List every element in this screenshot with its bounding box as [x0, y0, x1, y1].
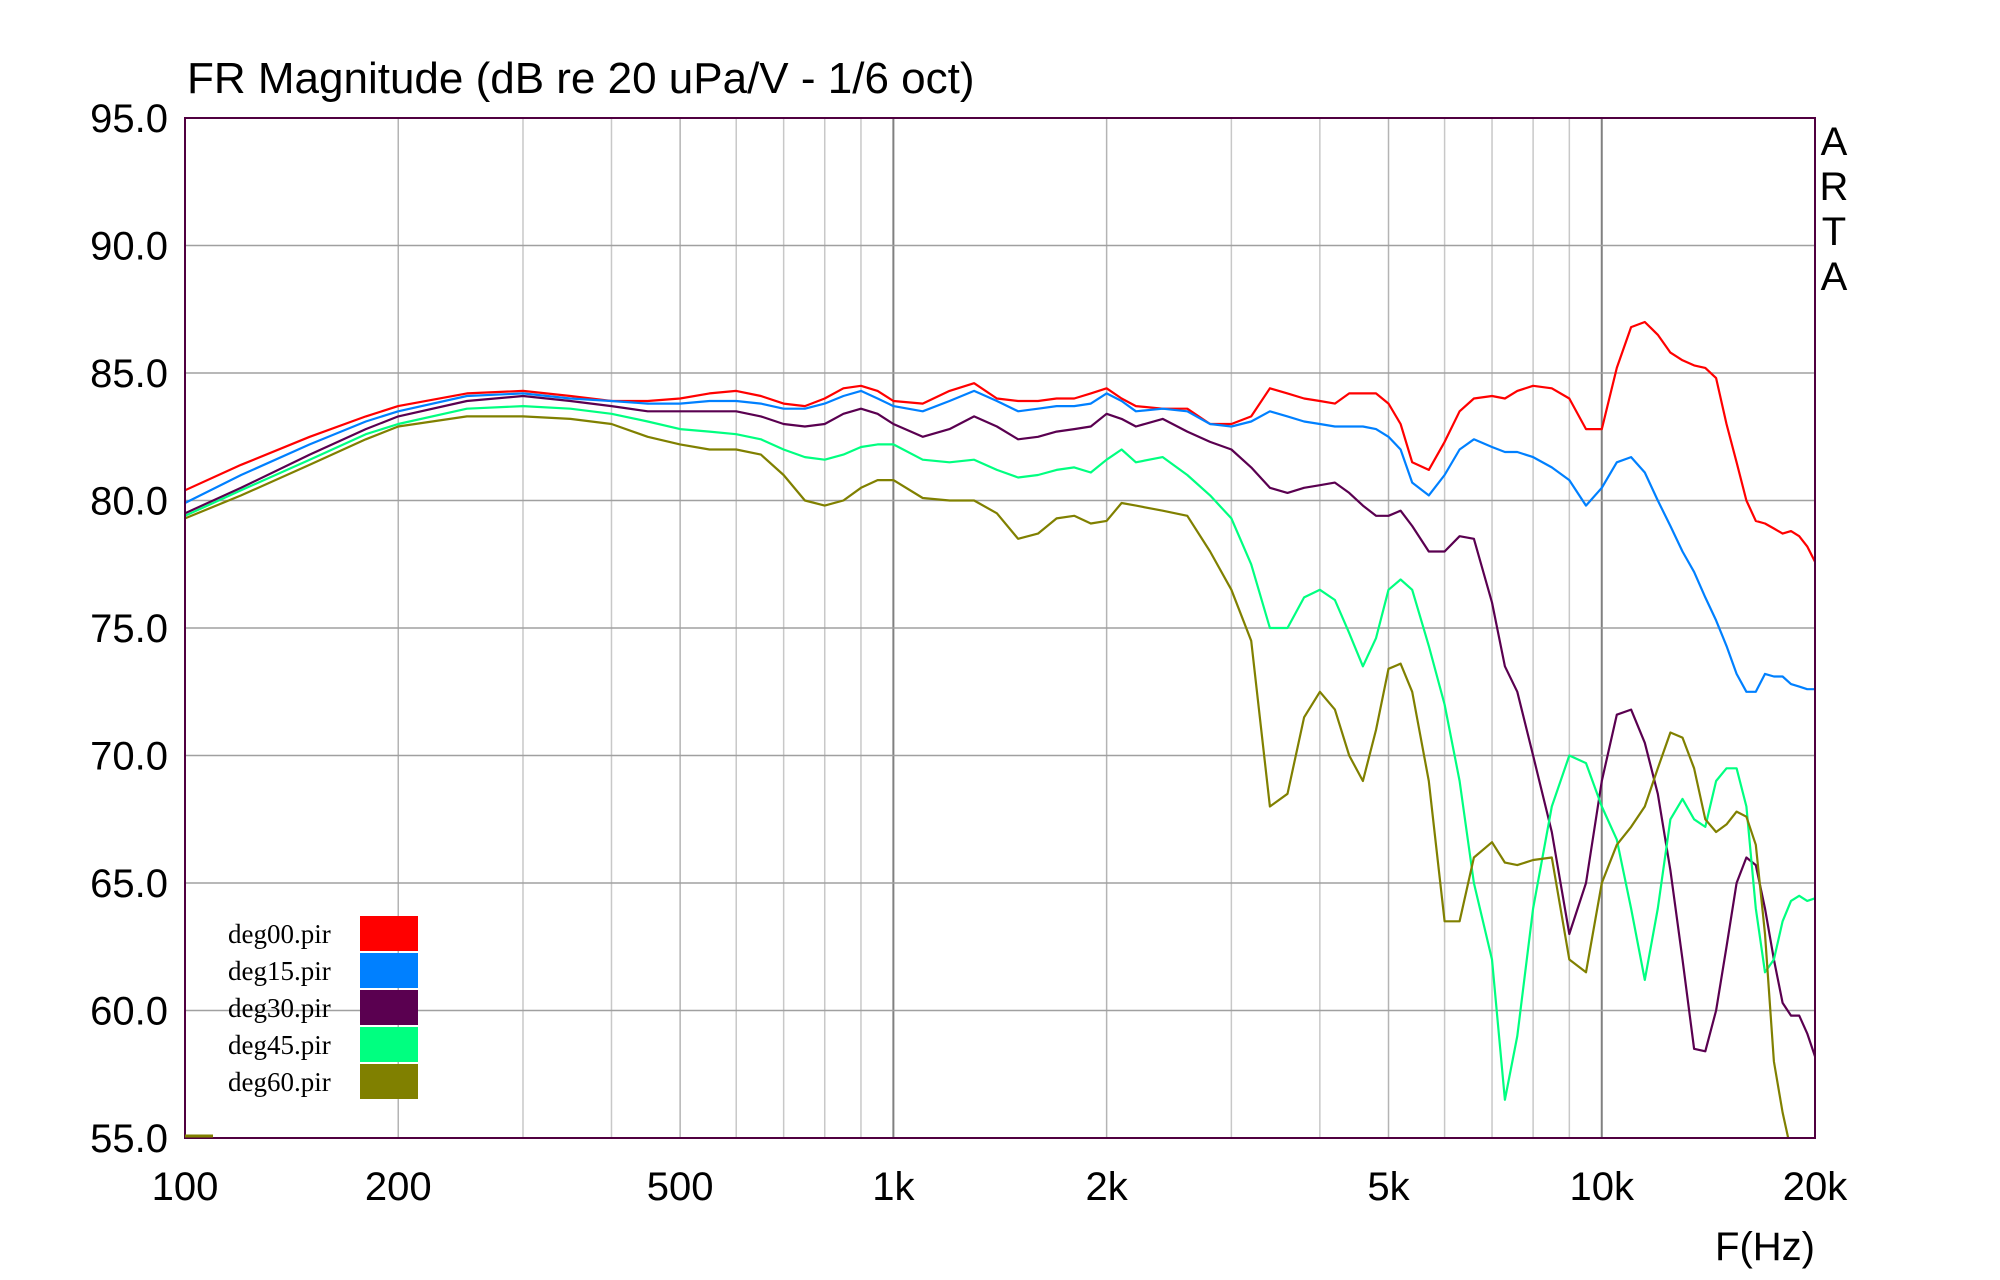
x-tick-label: 2k — [1085, 1165, 1128, 1209]
series-curves — [185, 320, 1815, 1138]
legend-swatch — [360, 1064, 418, 1099]
legend-label: deg00.pir — [228, 919, 331, 949]
series-line-deg60 — [185, 415, 1790, 1138]
x-axis-tick-labels: 100 200 500 1k 2k 5k 10k 20k — [152, 1165, 1849, 1209]
y-tick-label: 80.0 — [90, 480, 168, 524]
x-tick-label: 10k — [1570, 1165, 1635, 1209]
arta-brand-mark: A R T A — [1820, 120, 1849, 299]
brand-letter-4: A — [1821, 255, 1848, 299]
y-tick-label: 85.0 — [90, 352, 168, 396]
legend-label: deg15.pir — [228, 956, 331, 986]
major-gridlines — [185, 118, 1815, 1138]
x-tick-label: 500 — [647, 1165, 714, 1209]
legend-label: deg45.pir — [228, 1030, 331, 1060]
y-axis-tick-labels: 95.0 90.0 85.0 80.0 75.0 70.0 65.0 60.0 55.0 — [90, 97, 168, 1161]
series-line-deg15 — [185, 389, 1815, 693]
series-line-deg30 — [185, 394, 1815, 1057]
x-tick-label: 5k — [1367, 1165, 1410, 1209]
y-tick-label: 90.0 — [90, 225, 168, 269]
y-tick-label: 75.0 — [90, 607, 168, 651]
brand-letter-1: A — [1821, 120, 1848, 164]
y-tick-label: 55.0 — [90, 1117, 168, 1161]
chart-title: FR Magnitude (dB re 20 uPa/V - 1/6 oct) — [187, 54, 975, 103]
series-line-deg45 — [185, 405, 1815, 1101]
plot-frame — [184, 117, 1816, 1139]
brand-letter-2: R — [1820, 165, 1849, 209]
legend-swatch — [360, 916, 418, 951]
y-tick-label: 95.0 — [90, 97, 168, 141]
legend-swatch — [360, 990, 418, 1025]
x-tick-label: 200 — [365, 1165, 432, 1209]
legend-swatch — [360, 1027, 418, 1062]
x-tick-label: 1k — [872, 1165, 915, 1209]
series-line-deg00 — [185, 320, 1815, 563]
y-tick-label: 70.0 — [90, 735, 168, 779]
x-tick-label: 100 — [152, 1165, 219, 1209]
legend-label: deg30.pir — [228, 993, 331, 1023]
y-tick-label: 60.0 — [90, 990, 168, 1034]
brand-letter-3: T — [1822, 210, 1846, 254]
y-tick-label: 65.0 — [90, 862, 168, 906]
legend-swatch — [360, 953, 418, 988]
legend-label: deg60.pir — [228, 1067, 331, 1097]
x-tick-label: 20k — [1783, 1165, 1848, 1209]
x-axis-label: F(Hz) — [1715, 1225, 1815, 1269]
legend: deg00.pir deg15.pir deg30.pir deg45.pir deg6… — [228, 916, 418, 1099]
